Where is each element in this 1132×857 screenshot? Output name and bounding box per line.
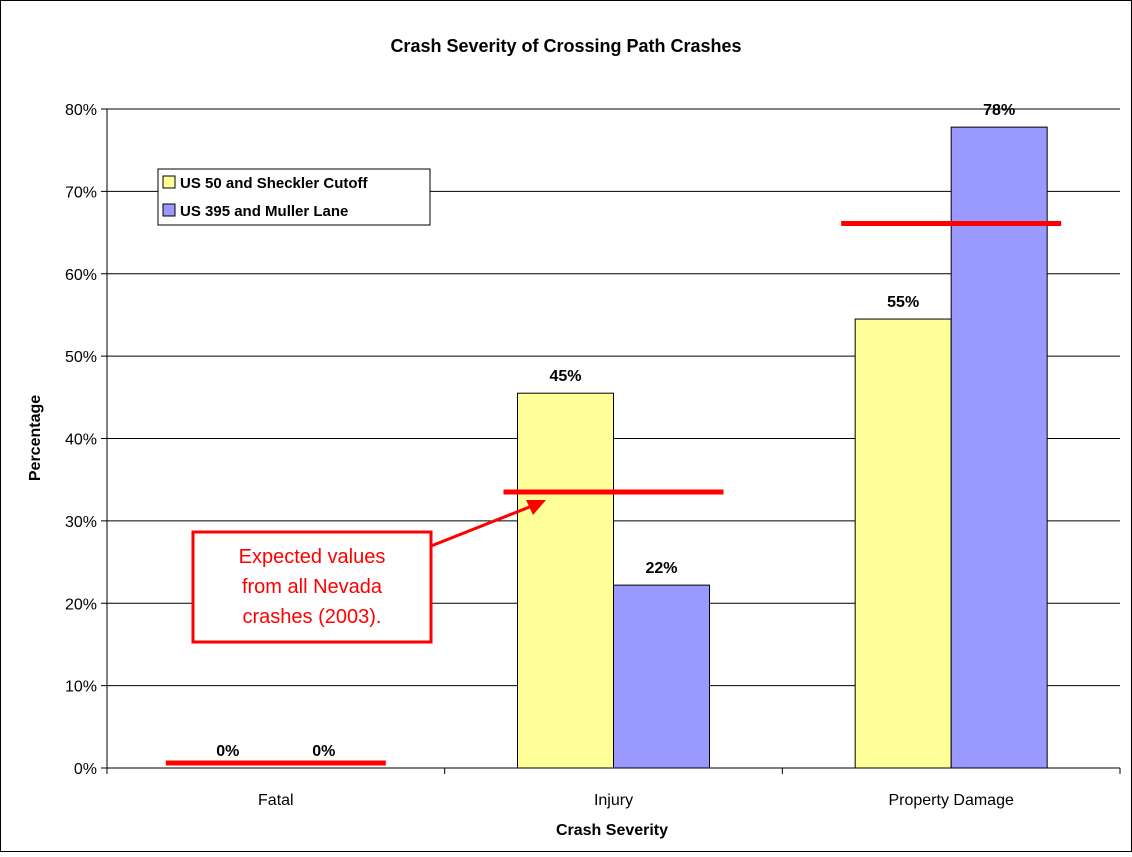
callout-arrow-line (430, 504, 533, 548)
x-axis-title: Crash Severity (556, 822, 668, 839)
bar (950, 126, 1048, 769)
callout-line-2: from all Nevada (242, 576, 383, 598)
legend: US 50 and Sheckler Cutoff US 395 and Mul… (157, 168, 431, 226)
bar (613, 584, 710, 769)
y-tick-label: 70% (65, 184, 97, 201)
bar-data-label: 78% (983, 102, 1015, 119)
callout-line-1: Expected values (239, 546, 386, 568)
bars (517, 126, 1048, 769)
y-tick-label: 20% (65, 596, 97, 613)
y-tick-label: 50% (65, 349, 97, 366)
expected-value-lines (165, 221, 1062, 766)
y-tick-label: 0% (74, 761, 97, 778)
bar-data-label: 22% (645, 560, 677, 577)
legend-label-series-1: US 50 and Sheckler Cutoff (180, 175, 369, 192)
legend-swatch-series-1 (162, 175, 176, 189)
bar (517, 392, 614, 769)
chart-title: Crash Severity of Crossing Path Crashes (390, 36, 741, 56)
bar-data-label: 55% (887, 294, 919, 311)
bar-data-label: 45% (549, 368, 581, 385)
x-category-label: Fatal (258, 792, 294, 809)
y-tick-label: 30% (65, 514, 97, 531)
legend-box (157, 168, 431, 226)
expected-values-callout: Expected values from all Nevada crashes … (191, 500, 546, 644)
x-category-label: Property Damage (888, 792, 1013, 809)
bar (854, 318, 952, 769)
bar-data-label: 0% (312, 743, 335, 760)
x-category-label: Injury (594, 792, 633, 809)
callout-line-3: crashes (2003). (243, 606, 382, 628)
y-tick-label: 60% (65, 267, 97, 284)
y-tick-label: 10% (65, 679, 97, 696)
callout-arrowhead (526, 500, 546, 515)
y-tick-label: 40% (65, 432, 97, 449)
callout-box (191, 530, 433, 644)
legend-label-series-2: US 395 and Muller Lane (180, 203, 348, 220)
data-labels: 0% 45% 55% 0% 22% 78% (216, 102, 1015, 760)
legend-swatch-series-2 (162, 203, 176, 217)
bar-data-label: 0% (216, 743, 239, 760)
y-axis-title: Percentage (27, 395, 44, 481)
y-tick-label: 80% (65, 102, 97, 119)
